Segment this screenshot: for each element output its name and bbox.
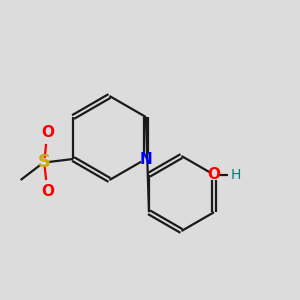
Text: O: O	[41, 125, 54, 140]
Text: N: N	[140, 152, 152, 166]
Text: O: O	[41, 184, 54, 199]
Text: H: H	[230, 168, 241, 182]
Text: O: O	[208, 167, 220, 182]
Text: S: S	[38, 153, 51, 171]
